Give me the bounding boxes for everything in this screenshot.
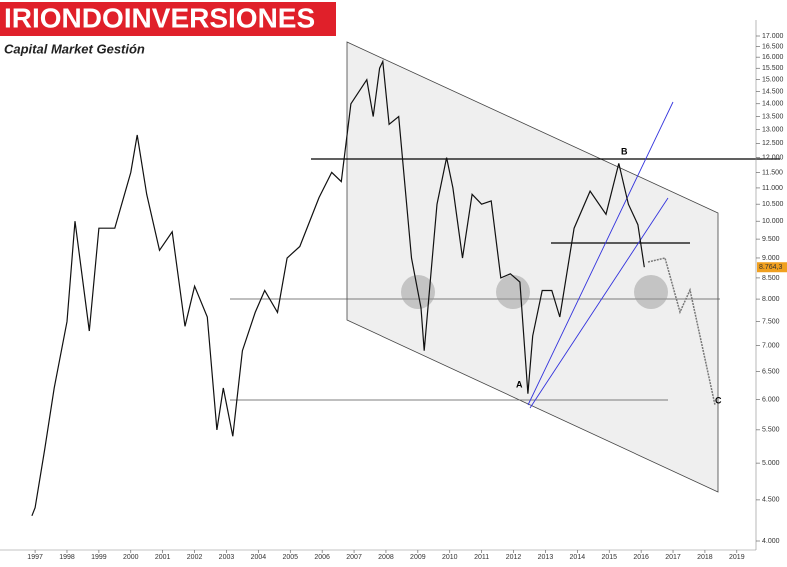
subtitle: Capital Market Gestión [4, 41, 145, 56]
annotation: B [621, 146, 628, 156]
y-tick-label: 10.000 [762, 218, 784, 225]
x-tick-label: 2008 [378, 554, 394, 561]
x-tick-label: 2018 [697, 554, 713, 561]
y-tick-label: 5.000 [762, 460, 780, 467]
x-tick-label: 2009 [410, 554, 426, 561]
x-tick-label: 2010 [442, 554, 458, 561]
y-tick-label: 16.000 [762, 54, 784, 61]
x-tick-label: 2003 [219, 554, 235, 561]
y-tick-label: 9.500 [762, 236, 780, 243]
y-tick-label: 4.500 [762, 497, 780, 504]
annotation: C [715, 395, 722, 405]
trend-line [529, 197, 669, 409]
y-tick-label: 10.500 [762, 201, 784, 208]
x-tick-label: 2002 [187, 554, 203, 561]
y-tick-label: 9.000 [762, 255, 780, 262]
x-tick-label: 2016 [633, 554, 649, 561]
y-tick-label: 13.500 [762, 113, 784, 120]
x-tick-label: 2017 [665, 554, 681, 561]
y-tick-label: 14.000 [762, 101, 784, 108]
annotation: A [516, 379, 523, 389]
y-tick-label: 15.000 [762, 77, 784, 84]
trend-line [527, 101, 674, 406]
y-tick-label: 8.000 [762, 296, 780, 303]
y-tick-label: 8.500 [762, 275, 780, 282]
x-tick-label: 1997 [27, 554, 43, 561]
y-tick-label: 13.000 [762, 126, 784, 133]
projection-arrow [647, 257, 716, 406]
channel [346, 41, 719, 493]
last-price-label: 8.764,3 [759, 264, 782, 271]
x-tick-label: 2019 [729, 554, 745, 561]
y-tick-label: 4.000 [762, 538, 780, 545]
x-tick-label: 2015 [601, 554, 617, 561]
y-tick-label: 11.500 [762, 169, 783, 176]
highlight [496, 275, 530, 309]
y-tick-label: 12.500 [762, 140, 784, 147]
y-tick-label: 16.500 [762, 43, 784, 50]
x-tick-label: 2012 [506, 554, 522, 561]
x-tick-label: 2006 [314, 554, 330, 561]
plot: 4.000 4.500 5.000 5.500 6.000 6.500 7.000 7.500… [0, 20, 787, 561]
brand: IRIONDOINVERSIONES [4, 2, 315, 33]
y-tick-label: 5.500 [762, 427, 780, 434]
y-tick-label: 7.000 [762, 343, 780, 350]
x-tick-label: 1999 [91, 554, 107, 561]
y-tick-label: 12.000 [762, 154, 784, 161]
x-tick-label: 2001 [155, 554, 171, 561]
last-price-box [757, 262, 787, 273]
y-tick-label: 14.500 [762, 88, 784, 95]
x-tick-label: 2000 [123, 554, 139, 561]
logo-box [0, 2, 336, 36]
y-tick-label: 6.500 [762, 368, 780, 375]
x-tick-label: 2004 [251, 554, 267, 561]
y-tick-label: 7.500 [762, 318, 780, 325]
x-tick-label: 2007 [346, 554, 362, 561]
x-tick-label: 2011 [474, 554, 489, 561]
y-tick-label: 6.000 [762, 396, 780, 403]
x-tick-label: 1998 [59, 554, 75, 561]
price-line [31, 59, 645, 517]
y-tick-label: 15.500 [762, 65, 784, 72]
x-tick-label: 2005 [282, 554, 298, 561]
x-tick-label: 2014 [570, 554, 586, 561]
highlight [634, 275, 668, 309]
x-tick-label: 2013 [538, 554, 554, 561]
y-tick-label: 11.000 [762, 185, 783, 192]
y-tick-label: 17.000 [762, 33, 784, 40]
